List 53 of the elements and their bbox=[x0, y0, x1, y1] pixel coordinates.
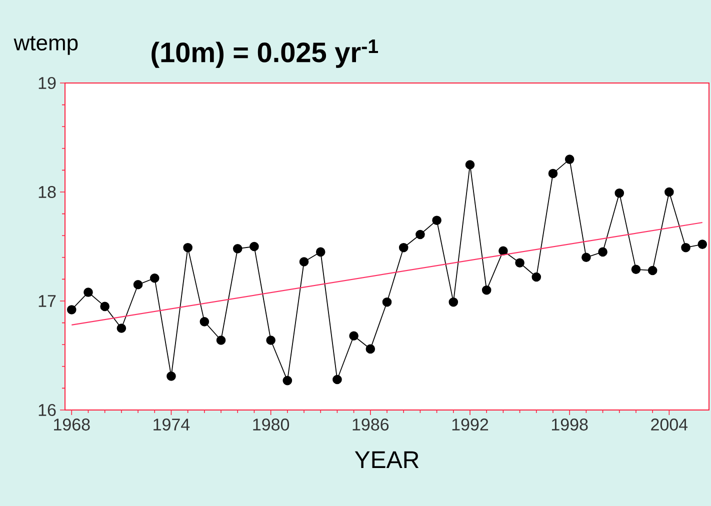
point bbox=[150, 273, 160, 283]
point bbox=[216, 336, 226, 345]
x-tick-label: 1968 bbox=[54, 418, 90, 431]
point bbox=[448, 297, 458, 307]
point bbox=[349, 331, 358, 341]
point bbox=[598, 247, 608, 257]
y-tick-label: 16 bbox=[38, 404, 56, 416]
point bbox=[548, 168, 558, 178]
x-axis-title: YEAR bbox=[354, 451, 419, 468]
point bbox=[282, 376, 292, 386]
point bbox=[582, 252, 591, 262]
point bbox=[648, 266, 658, 276]
y-axis-title: wtemp bbox=[14, 36, 78, 55]
point bbox=[515, 258, 524, 268]
point bbox=[564, 154, 574, 164]
point bbox=[631, 264, 641, 274]
point bbox=[200, 317, 210, 326]
y-tick-label: 17 bbox=[38, 295, 56, 307]
y-tick-label: 18 bbox=[38, 186, 56, 198]
point bbox=[398, 242, 408, 252]
point bbox=[532, 272, 542, 282]
point bbox=[266, 336, 276, 345]
x-tick-label: 1992 bbox=[452, 418, 488, 431]
x-tick-label: 1980 bbox=[253, 418, 290, 431]
x-tick-label: 1974 bbox=[154, 418, 190, 431]
y-tick-label: 19 bbox=[38, 76, 56, 90]
point bbox=[183, 242, 192, 252]
point bbox=[681, 242, 690, 252]
point bbox=[116, 324, 126, 333]
x-tick-label: 1986 bbox=[352, 418, 389, 431]
point bbox=[465, 160, 475, 170]
point bbox=[166, 372, 176, 381]
point bbox=[316, 247, 326, 257]
point bbox=[614, 188, 624, 198]
point bbox=[133, 280, 143, 290]
point bbox=[232, 244, 242, 254]
point bbox=[366, 344, 376, 354]
text: (10m) = 0.025 yr$^{-1}$ bbox=[152, 40, 378, 68]
point bbox=[332, 374, 342, 384]
x-tick-label: 1998 bbox=[552, 418, 588, 431]
point bbox=[432, 216, 442, 225]
x-tick-label: 2004 bbox=[651, 418, 688, 431]
point bbox=[299, 257, 309, 266]
point bbox=[100, 302, 110, 312]
point bbox=[250, 242, 259, 252]
point bbox=[498, 246, 508, 256]
point bbox=[698, 240, 708, 249]
point bbox=[664, 187, 674, 197]
point bbox=[482, 285, 492, 295]
point bbox=[84, 288, 93, 297]
point bbox=[66, 305, 76, 314]
point bbox=[382, 297, 392, 307]
point bbox=[416, 230, 425, 240]
